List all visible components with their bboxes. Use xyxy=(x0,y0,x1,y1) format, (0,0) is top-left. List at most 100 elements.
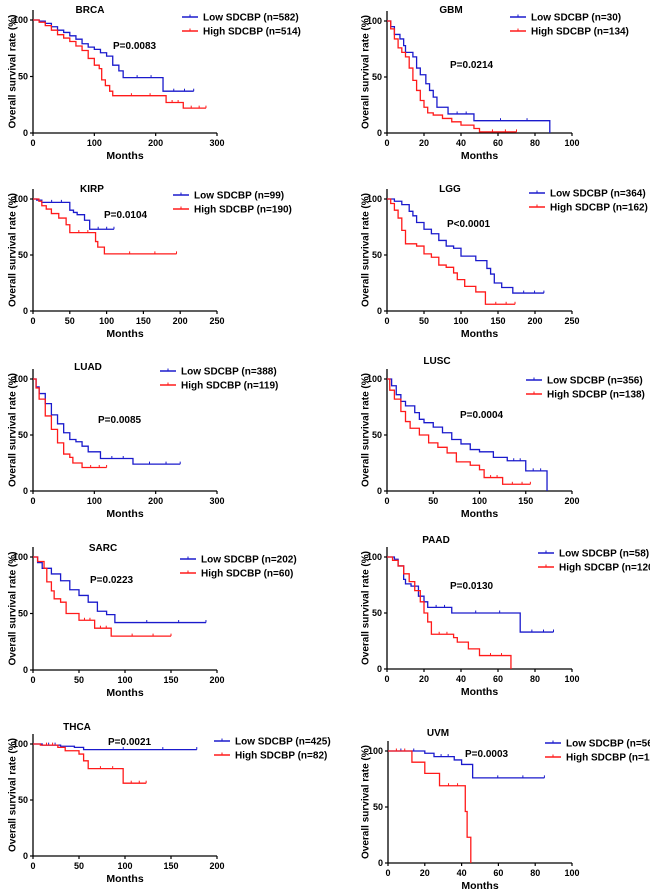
y-tick-label: 0 xyxy=(23,851,28,861)
survival-curve-high xyxy=(33,556,171,637)
x-tick-label: 0 xyxy=(385,868,390,878)
x-tick-label: 250 xyxy=(209,316,224,326)
p-value: P=0.0004 xyxy=(460,410,504,421)
x-tick-label: 100 xyxy=(453,316,468,326)
km-panel-kirp: 0 50 100 0 50 100 150 200 250 Months Overall survi… xyxy=(7,184,291,340)
panel-title: GBM xyxy=(439,5,462,16)
y-axis-label: Overall survival rate (%) xyxy=(360,15,371,129)
x-tick-label: 20 xyxy=(420,868,430,878)
survival-curve-low xyxy=(387,556,554,633)
panel-title: UVM xyxy=(427,728,449,739)
y-tick-label: 0 xyxy=(23,128,28,138)
y-axis-label: Overall survival rate (%) xyxy=(360,193,371,307)
x-tick-label: 60 xyxy=(493,674,503,684)
x-axis-label: Months xyxy=(461,150,498,162)
x-axis-label: Months xyxy=(106,687,143,699)
p-value: P=0.0223 xyxy=(90,575,134,586)
y-tick-label: 100 xyxy=(367,16,382,26)
x-tick-label: 80 xyxy=(530,674,540,684)
y-tick-label: 50 xyxy=(372,608,382,618)
x-tick-label: 300 xyxy=(209,496,224,506)
y-tick-label: 100 xyxy=(13,374,28,384)
survival-curve-low xyxy=(387,198,544,294)
legend-item-high: High SDCBP (n=162) xyxy=(529,203,648,214)
legend-item-low: Low SDCBP (n=388) xyxy=(160,367,277,378)
x-tick-label: 150 xyxy=(518,496,533,506)
x-tick-label: 200 xyxy=(527,316,542,326)
legend-item-low: Low SDCBP (n=99) xyxy=(173,191,284,202)
x-tick-label: 0 xyxy=(30,316,35,326)
x-tick-label: 200 xyxy=(564,496,579,506)
y-tick-label: 0 xyxy=(377,664,382,674)
legend-item-high: High SDCBP (n=514) xyxy=(182,27,301,38)
km-panel-lusc: 0 50 100 0 50 100 150 200 Months Overall survival… xyxy=(360,356,644,520)
x-tick-label: 0 xyxy=(30,496,35,506)
survival-curve-low xyxy=(387,378,548,491)
legend-label: Low SDCBP (n=356) xyxy=(547,376,643,387)
x-tick-label: 150 xyxy=(163,861,178,871)
p-value: P=0.0085 xyxy=(98,415,142,426)
legend-label: Low SDCBP (n=202) xyxy=(201,555,297,566)
legend-label: Low SDCBP (n=58) xyxy=(559,549,649,560)
y-tick-label: 50 xyxy=(18,250,28,260)
survival-curve-low xyxy=(387,20,551,133)
legend-label: High SDCBP (n=120) xyxy=(559,563,650,574)
y-axis-label: Overall survival rate (%) xyxy=(7,15,18,129)
survival-curve-high xyxy=(33,378,107,469)
legend-label: High SDCBP (n=12) xyxy=(566,753,650,764)
x-tick-label: 100 xyxy=(564,868,579,878)
y-tick-label: 100 xyxy=(13,739,28,749)
legend-item-high: High SDCBP (n=60) xyxy=(180,569,293,580)
x-tick-label: 50 xyxy=(65,316,75,326)
x-tick-label: 150 xyxy=(136,316,151,326)
y-tick-label: 0 xyxy=(23,306,28,316)
legend-item-high: High SDCBP (n=138) xyxy=(526,390,645,401)
legend-label: High SDCBP (n=119) xyxy=(181,381,278,392)
legend-item-low: Low SDCBP (n=425) xyxy=(214,737,331,748)
x-axis-label: Months xyxy=(461,686,498,698)
x-tick-label: 250 xyxy=(564,316,579,326)
x-tick-label: 100 xyxy=(99,316,114,326)
legend-label: High SDCBP (n=134) xyxy=(531,27,629,38)
legend-label: Low SDCBP (n=30) xyxy=(531,13,621,24)
p-value: P=0.0003 xyxy=(465,749,509,760)
x-axis-label: Months xyxy=(461,328,498,340)
y-tick-label: 0 xyxy=(23,665,28,675)
legend-label: High SDCBP (n=138) xyxy=(547,390,645,401)
y-tick-label: 50 xyxy=(373,802,383,812)
y-axis-label: Overall survival rate (%) xyxy=(7,552,18,666)
survival-curve-low xyxy=(33,198,114,230)
x-tick-label: 50 xyxy=(428,496,438,506)
legend-item-low: Low SDCBP (n=364) xyxy=(529,189,646,200)
y-axis-label: Overall survival rate (%) xyxy=(360,745,371,859)
p-value: P=0.0130 xyxy=(450,581,494,592)
legend-item-high: High SDCBP (n=120) xyxy=(538,563,650,574)
x-tick-label: 150 xyxy=(163,675,178,685)
x-tick-label: 80 xyxy=(530,868,540,878)
x-tick-label: 50 xyxy=(74,861,84,871)
x-tick-label: 200 xyxy=(209,861,224,871)
x-axis-label: Months xyxy=(106,873,143,885)
x-tick-label: 200 xyxy=(148,496,163,506)
p-value: P=0.0021 xyxy=(108,737,152,748)
p-value: P=0.0104 xyxy=(104,210,148,221)
legend-label: High SDCBP (n=190) xyxy=(194,205,292,216)
legend-label: Low SDCBP (n=582) xyxy=(203,13,299,24)
x-tick-label: 0 xyxy=(384,674,389,684)
legend-label: Low SDCBP (n=388) xyxy=(181,367,277,378)
x-axis-label: Months xyxy=(106,508,143,520)
survival-curve-low xyxy=(33,556,206,624)
x-tick-label: 100 xyxy=(564,674,579,684)
y-axis-label: Overall survival rate (%) xyxy=(360,373,371,487)
x-tick-label: 40 xyxy=(456,674,466,684)
legend-item-low: Low SDCBP (n=202) xyxy=(180,555,297,566)
y-axis-label: Overall survival rate (%) xyxy=(7,193,18,307)
legend-label: Low SDCBP (n=425) xyxy=(235,737,331,748)
legend-item-high: High SDCBP (n=119) xyxy=(160,381,278,392)
x-tick-label: 100 xyxy=(117,675,132,685)
km-panel-lgg: 0 50 100 0 50 100 150 200 250 Months Overall survi… xyxy=(360,184,647,340)
legend-label: Low SDCBP (n=56) xyxy=(566,739,650,750)
panel-title: BRCA xyxy=(76,5,105,16)
p-value: P=0.0214 xyxy=(450,60,494,71)
